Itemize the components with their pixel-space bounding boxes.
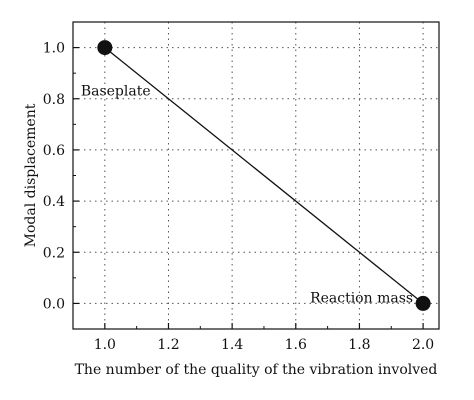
annotations: Baseplate Reaction mass	[81, 84, 413, 307]
data-point	[415, 295, 431, 311]
annotation-baseplate: Baseplate	[81, 84, 151, 100]
y-axis-title: Modal displacement	[23, 103, 39, 247]
x-tick-label: 1.4	[221, 337, 243, 353]
x-axis-title: The number of the quality of the vibrati…	[75, 362, 438, 378]
y-tick-label: 0.8	[43, 92, 65, 108]
series-line	[104, 47, 424, 304]
axis-ticks	[73, 46, 424, 329]
x-tick-label: 1.6	[285, 337, 307, 353]
y-tick-label: 0.6	[43, 143, 65, 159]
plot-frame	[72, 21, 440, 330]
x-tick-label: 1.0	[94, 337, 116, 353]
data-point	[97, 40, 113, 56]
series	[97, 40, 431, 311]
annotation-reaction-mass: Reaction mass	[310, 290, 413, 306]
x-tick-label: 2.0	[412, 337, 434, 353]
y-tick-label: 0.2	[43, 245, 65, 261]
grid	[73, 22, 439, 329]
axis-tick-labels: 1.0 1.2 1.4 1.6 1.8 2.0 0.0 0.2 0.4 0.6 0.8 1.0	[43, 41, 434, 353]
y-tick-label: 0.4	[43, 194, 65, 210]
x-tick-label: 1.8	[348, 337, 370, 353]
y-tick-label: 0.0	[43, 296, 65, 312]
y-tick-label: 1.0	[43, 41, 65, 57]
x-tick-label: 1.2	[157, 337, 179, 353]
